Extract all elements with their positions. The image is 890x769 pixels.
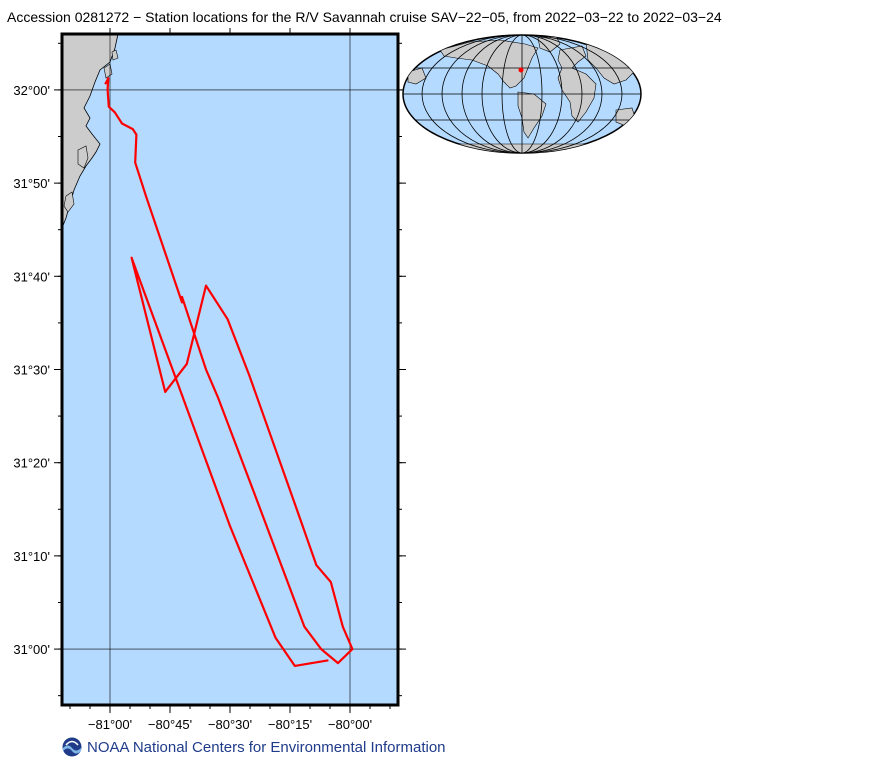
lon-tick-label: −81°00' (88, 717, 132, 732)
coast-island (63, 191, 75, 213)
lat-tick-label: 31°30' (13, 363, 50, 378)
axis-ticks: 32°00' 31°50' 31°40' 31°30' 31°20' 31°10' 31°0… (13, 28, 406, 732)
continent-asia-west (407, 67, 427, 85)
noaa-logo-icon[interactable] (62, 737, 82, 757)
lat-tick-label: 31°20' (13, 456, 50, 471)
lon-tick-label: −80°15' (268, 717, 312, 732)
footer-text[interactable]: NOAA National Centers for Environmental … (87, 738, 446, 756)
map-title: Accession 0281272 − Station locations fo… (7, 9, 722, 25)
continent-africa-europe (557, 45, 597, 123)
lat-tick-label: 31°00' (13, 642, 50, 657)
coast-island (77, 145, 89, 169)
main-map[interactable]: 32°00' 31°50' 31°40' 31°30' 31°20' 31°10' 31°0… (0, 0, 410, 737)
graticule (62, 34, 398, 705)
cruise-track (104, 77, 354, 667)
globe-meridians (403, 35, 641, 153)
coast-island (111, 49, 119, 61)
inset-globe-map (402, 34, 642, 154)
lon-tick-label: −80°00' (328, 717, 372, 732)
lon-tick-label: −80°30' (208, 717, 252, 732)
lat-tick-label: 32°00' (13, 83, 50, 98)
continent-north-america (439, 39, 539, 89)
lat-tick-label: 31°10' (13, 549, 50, 564)
ocean-area (62, 34, 398, 705)
lat-tick-label: 31°50' (13, 176, 50, 191)
cruise-location-marker (518, 67, 524, 73)
lat-tick-label: 31°40' (13, 269, 50, 284)
lon-tick-label: −80°45' (148, 717, 192, 732)
footer: NOAA National Centers for Environmental … (62, 737, 446, 757)
continent-south-america (517, 91, 547, 139)
